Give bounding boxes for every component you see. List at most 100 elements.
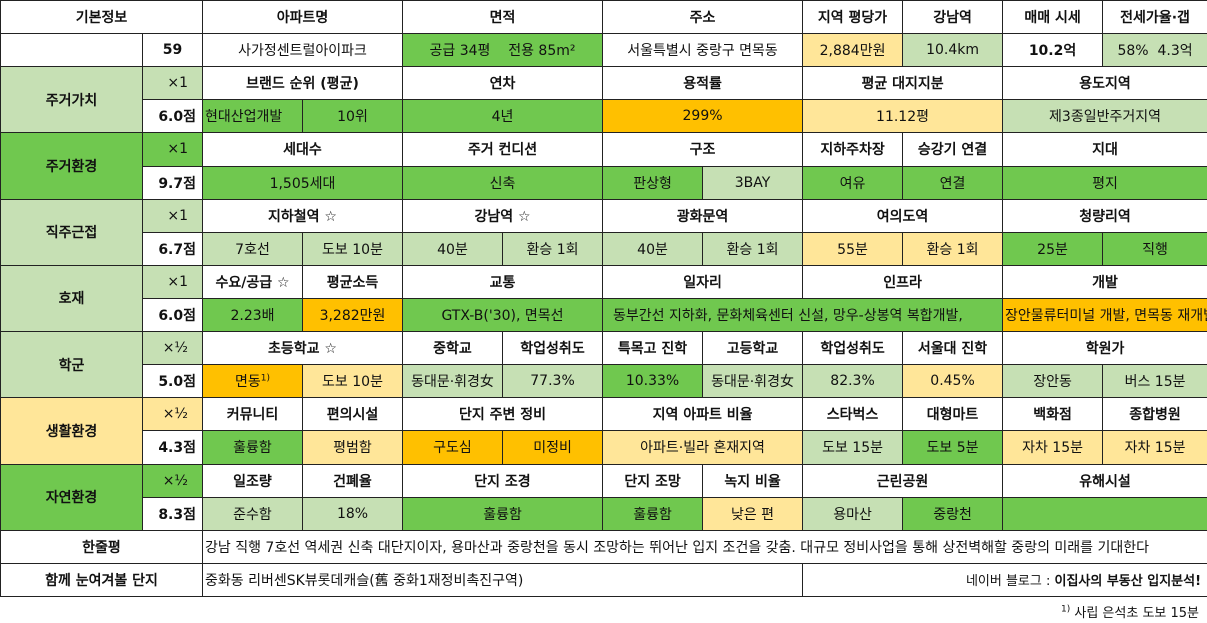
price-per-pyeong: 2,884만원 <box>802 33 904 68</box>
age-value: 4년 <box>401 99 604 134</box>
subway-line: 7호선 <box>202 231 303 266</box>
header-middle: 중학교 <box>402 331 503 366</box>
sunlight-value: 준수함 <box>202 496 303 531</box>
header-brand: 브랜드 순위 (평균) <box>202 66 403 101</box>
snu-value: 0.45% <box>902 364 1004 399</box>
surroundings-value: 구도심 <box>402 430 503 465</box>
header-zoning: 용도지역 <box>1002 66 1207 101</box>
header-facilities: 편의시설 <box>302 397 403 432</box>
dept-store-value: 자차 15분 <box>1002 430 1104 465</box>
header-elementary: 초등학교 ☆ <box>202 331 403 366</box>
gwanghwamun-transfer: 환승 1회 <box>702 231 804 266</box>
living-multiplier: ×1 <box>142 132 203 167</box>
jeonse-cell: 58% 4.3억 <box>1102 33 1207 68</box>
area-exclusive: 전용 85m² <box>508 43 576 60</box>
header-dev: 개발 <box>1002 264 1207 299</box>
header-sale-price: 매매 시세 <box>1002 0 1104 35</box>
header-households: 세대수 <box>202 132 403 167</box>
footnote-text: 사립 은석초 도보 15분 <box>1074 606 1199 621</box>
header-jeonse: 전세가율·갭 <box>1102 0 1207 35</box>
header-terrain: 지대 <box>1002 132 1207 167</box>
development-score: 6.0점 <box>142 297 203 333</box>
transport-value: GTX-B('30), 면목선 <box>401 297 604 333</box>
header-green-ratio: 녹지 비율 <box>702 463 804 498</box>
residential-header-row: 주거가치 ×1 브랜드 순위 (평균) 연차 용적률 평균 대지지분 용도지역 <box>0 66 1207 134</box>
development-multiplier: ×1 <box>142 264 203 299</box>
living-label: 주거환경 <box>0 132 143 200</box>
header-jobs: 일자리 <box>602 264 804 299</box>
dev-value: 장안물류터미널 개발, 면목동 재개발 <box>1002 297 1207 333</box>
brand-name: 현대산업개발 <box>202 99 303 134</box>
related-label: 함께 눈여겨볼 단지 <box>0 562 203 598</box>
address: 서울특별시 중랑구 면목동 <box>602 33 804 68</box>
commute-multiplier: ×1 <box>142 198 203 233</box>
blog-credit: 네이버 블로그 : 이집사의 부동산 입지분석! <box>802 562 1207 598</box>
convenience-score: 4.3점 <box>142 430 203 465</box>
header-yeouido: 여의도역 <box>802 198 1004 233</box>
header-special-hs: 특목고 진학 <box>602 331 704 366</box>
elementary-name: 면동 <box>234 374 261 391</box>
header-high-score: 학업성취도 <box>802 331 904 366</box>
header-hazard: 유해시설 <box>1002 463 1207 498</box>
header-gangnam: 강남역 <box>902 0 1004 35</box>
academy-name: 장안동 <box>1002 364 1104 399</box>
apt-name: 사가정센트럴아이파크 <box>202 33 403 68</box>
header-gwanghwamun: 광화문역 <box>602 198 804 233</box>
header-middle-score: 학업성취도 <box>501 331 604 366</box>
school-multiplier: ×½ <box>142 331 203 366</box>
header-coverage: 건폐율 <box>302 463 403 498</box>
header-snu: 서울대 진학 <box>902 331 1004 366</box>
header-address: 주소 <box>602 0 804 35</box>
header-mart: 대형마트 <box>902 397 1004 432</box>
elementary-footnote-mark: 1) <box>260 373 270 384</box>
hazard-value <box>1002 496 1207 531</box>
header-starbucks: 스타벅스 <box>802 397 904 432</box>
header-subway: 지하철역 ☆ <box>202 198 403 233</box>
land-share-value: 11.12평 <box>802 99 1004 134</box>
landscape-value: 훌륭함 <box>401 496 604 531</box>
basic-label-blank <box>0 33 143 68</box>
summary-label: 한줄평 <box>0 529 203 564</box>
starbucks-value: 도보 15분 <box>802 430 904 465</box>
basic-number: 59 <box>142 33 203 68</box>
nature-value-row: 8.3점 준수함 18% 훌륭함 훌륭함 낮은 편 용마산 중랑천 <box>1 496 1207 531</box>
subway-walk: 도보 10분 <box>302 231 403 266</box>
sale-price: 10.2억 <box>1002 33 1104 68</box>
middle-score: 77.3% <box>501 364 604 399</box>
yeouido-transfer: 환승 1회 <box>902 231 1004 266</box>
yeouido-time: 55분 <box>802 231 904 266</box>
header-age: 연차 <box>401 66 604 101</box>
facilities-value: 평범함 <box>302 430 403 465</box>
convenience-header-row: 생활환경 ×½ 커뮤니티 편의시설 단지 주변 정비 지역 아파트 비율 스타벅… <box>0 397 1207 465</box>
header-view: 단지 조망 <box>602 463 704 498</box>
gwanghwamun-time: 40분 <box>602 231 704 266</box>
residential-multiplier: ×1 <box>142 66 203 101</box>
header-income: 평균소득 <box>302 264 403 299</box>
commute-header-row: 직주근접 ×1 지하철역 ☆ 강남역 ☆ 광화문역 여의도역 청량리역 <box>0 198 1207 266</box>
header-sunlight: 일조량 <box>202 463 303 498</box>
far-value: 299% <box>602 99 804 134</box>
apt-ratio-value: 아파트·빌라 혼재지역 <box>602 430 804 465</box>
header-far: 용적률 <box>602 66 804 101</box>
summary-text: 강남 직행 7호선 역세권 신축 대단지이자, 용마산과 중랑천을 동시 조망하… <box>201 529 1207 564</box>
school-score: 5.0점 <box>142 364 203 399</box>
basic-value-row: 59 사가정센트럴아이파크 공급 34평 전용 85m² 서울특별시 중랑구 면… <box>0 33 1207 68</box>
header-parking: 지하주차장 <box>802 132 904 167</box>
academy-time: 버스 15분 <box>1102 364 1207 399</box>
development-value-row: 6.0점 2.23배 3,282만원 GTX-B('30), 면목선 동부간선 … <box>1 297 1207 333</box>
summary-row: 한줄평 강남 직행 7호선 역세권 신축 대단지이자, 용마산과 중랑천을 동시… <box>0 529 1207 564</box>
terrain-value: 평지 <box>1002 165 1207 200</box>
jobs-infra-value: 동부간선 지하화, 문화체육센터 신설, 망우-상봉역 복합개발, <box>602 297 1004 333</box>
basic-header-row: 기본정보 아파트명 면적 주소 지역 평당가 강남역 매매 시세 전세가율·갭 <box>0 0 1207 35</box>
households-value: 1,505세대 <box>202 165 403 200</box>
coverage-value: 18% <box>302 496 403 531</box>
header-apt-name: 아파트명 <box>202 0 403 35</box>
header-cheongnyangni: 청량리역 <box>1002 198 1207 233</box>
commute-score: 6.7점 <box>142 231 203 266</box>
middle-school: 동대문·휘경女 <box>402 364 503 399</box>
header-landscape: 단지 조경 <box>401 463 604 498</box>
related-text: 중화동 리버센SK뷰롯데캐슬(舊 중화1재정비촉진구역) <box>201 562 804 598</box>
header-condition: 주거 컨디션 <box>401 132 604 167</box>
area-supply: 공급 34평 <box>429 43 491 60</box>
residential-value-row: 6.0점 현대산업개발 10위 4년 299% 11.12평 제3종일반주거지역 <box>1 99 1207 134</box>
